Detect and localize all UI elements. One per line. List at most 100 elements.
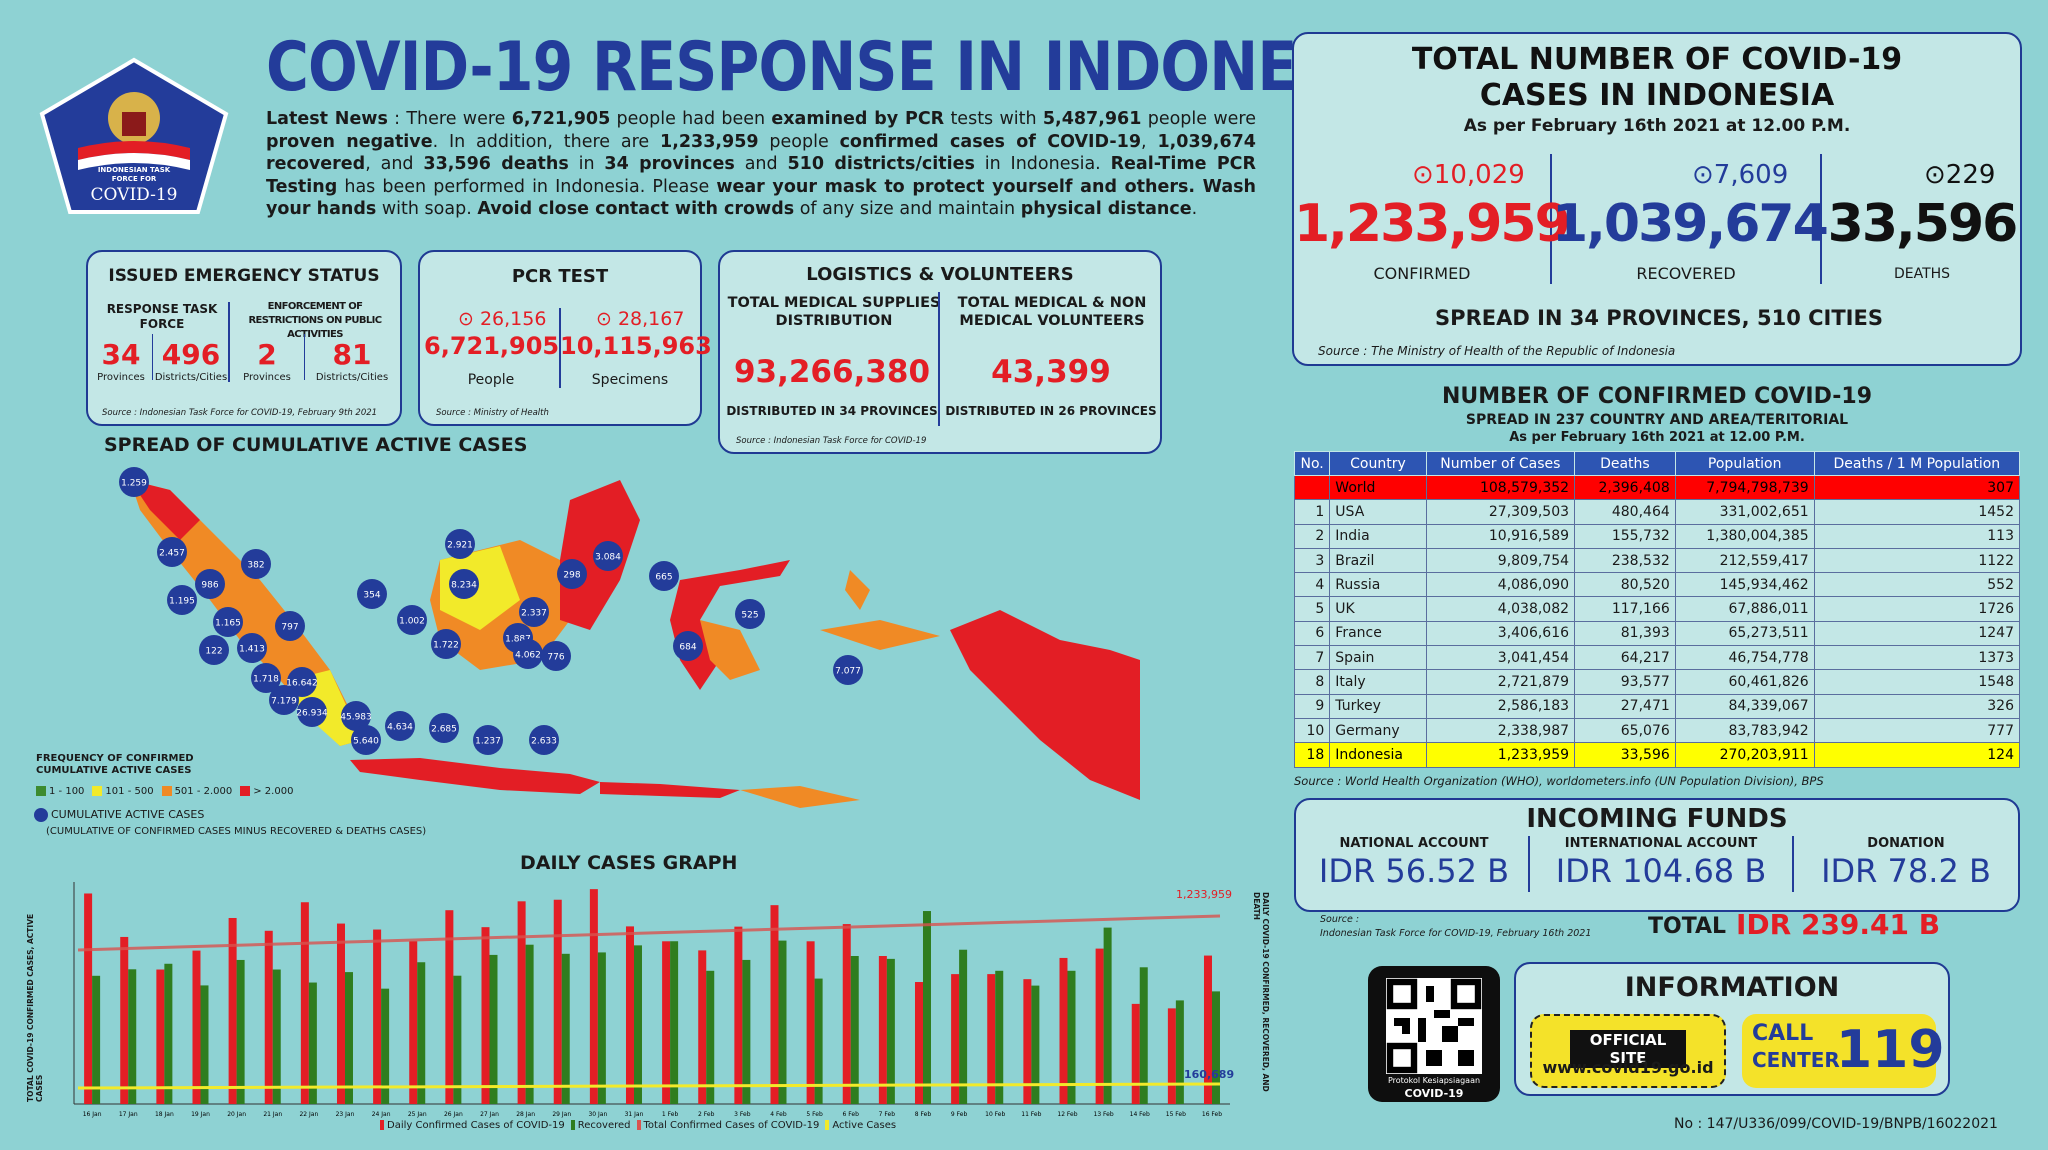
total-title-line2: CASES IN INDONESIA	[1479, 78, 1835, 113]
center-label: CENTER	[1752, 1048, 1840, 1072]
confirmed-bar	[481, 927, 490, 1104]
table-cell: Russia	[1329, 572, 1427, 598]
confirmed-bar	[698, 950, 707, 1104]
emergency-source: Source : Indonesian Task Force for COVID…	[102, 408, 378, 418]
medical-supplies-note: DISTRIBUTED IN 34 PROVINCES	[726, 404, 938, 418]
map-bubble	[519, 597, 549, 627]
x-tick-label: 27 Jan	[480, 1111, 499, 1118]
graph-title: DAILY CASES GRAPH	[520, 852, 738, 874]
table-cell: 777	[1813, 717, 2021, 744]
confirmed-bar	[373, 929, 382, 1104]
map-bubble	[385, 711, 415, 741]
recovered-bar	[236, 959, 245, 1104]
table-cell: 307	[1813, 474, 2021, 501]
x-tick-label: 26 Jan	[444, 1111, 463, 1118]
map-bubble-value: 1.259	[121, 479, 147, 489]
confirmed-bar	[228, 917, 237, 1104]
medical-supplies-value: 93,266,380	[733, 354, 931, 390]
table-cell: 113	[1813, 523, 2021, 549]
bubble-legend-label: CUMULATIVE ACTIVE CASES	[51, 808, 205, 821]
region-southeast-sulawesi	[700, 620, 760, 680]
restrictions-districts-value: 81	[332, 338, 372, 371]
table-row: 18 Indonesia 1,233,959 33,596 270,203,911 124	[1293, 742, 2021, 768]
news-segment: people had been	[610, 109, 772, 129]
news-segment: 1,039,674 recovered	[266, 131, 1256, 175]
x-tick-label: 5 Feb	[806, 1111, 823, 1118]
world-subtitle: SPREAD IN 237 COUNTRY AND AREA/TERITORIA…	[1465, 412, 1849, 428]
graph-legend-label: Recovered	[577, 1120, 631, 1131]
map-bubble-value: 1.195	[169, 597, 195, 607]
map-bubble	[341, 701, 371, 731]
table-cell: 27,309,503	[1425, 499, 1576, 525]
table-row: World 108,579,352 2,396,408 7,794,798,739 30…	[1293, 474, 2021, 501]
recovered-bar	[633, 945, 642, 1104]
qr-code-card[interactable]: Protokol Kesiapsiagaan COVID-19	[1368, 966, 1500, 1102]
table-row: 7 Spain 3,041,454 64,217 46,754,778 1373	[1293, 645, 2021, 671]
news-segment: 33,596 deaths	[423, 154, 569, 174]
table-cell: 93,577	[1574, 669, 1676, 695]
increase-arrow-icon: ⊙	[1412, 160, 1434, 190]
increase-arrow-icon: ⊙	[1924, 160, 1946, 190]
table-cell: 1548	[1813, 669, 2021, 695]
increase-arrow-icon: ⊙	[1692, 160, 1714, 190]
legend-swatch	[825, 1120, 830, 1130]
table-cell: 2,338,987	[1425, 717, 1576, 744]
funds-source: Indonesian Task Force for COVID-19, Febr…	[1320, 928, 1592, 939]
map-bubble	[449, 569, 479, 599]
map-legend-label: 101 - 500	[105, 786, 154, 797]
confirmed-bar	[336, 923, 345, 1104]
world-asof: As per February 16th 2021 at 12.00 P.M.	[1509, 430, 1805, 445]
map-bubble	[649, 561, 679, 591]
map-bubble	[593, 541, 623, 571]
graph-legend-item: Total Confirmed Cases of COVID-19	[636, 1120, 819, 1131]
funds-total-label: TOTAL	[1648, 914, 1727, 939]
x-tick-label: 18 Jan	[155, 1111, 174, 1118]
legend-swatch	[92, 786, 103, 796]
confirmed-bar	[84, 893, 93, 1104]
table-cell: 2,586,183	[1425, 693, 1576, 719]
map-bubble	[397, 605, 427, 635]
total-confirmed-end-label: 1,233,959	[1176, 888, 1232, 901]
table-row: 9 Turkey 2,586,183 27,471 84,339,067 326	[1293, 693, 2021, 719]
donation-value: IDR 78.2 B	[1821, 852, 1991, 890]
graph-legend-item: Active Cases	[825, 1120, 896, 1131]
call-center-link[interactable]: CALL CENTER 119	[1742, 1014, 1945, 1088]
table-cell: 2,721,879	[1425, 669, 1576, 695]
restrictions-districts-label: Districts/Cities	[315, 372, 389, 383]
map-bubble	[473, 725, 503, 755]
news-segment: people	[758, 131, 840, 152]
news-segment: and	[734, 154, 788, 174]
confirmed-bar	[987, 974, 996, 1104]
recovered-bar	[670, 941, 679, 1104]
official-site-url: www.covid19.go.id	[1542, 1058, 1714, 1077]
deaths-increase: ⊙229	[1924, 160, 1995, 190]
news-segment: 6,721,905	[511, 109, 611, 129]
column-header: Deaths / 1 M Population	[1813, 451, 2021, 476]
x-tick-label: 2 Feb	[698, 1111, 715, 1118]
graph-legend-label: Active Cases	[832, 1120, 897, 1131]
international-account-label: INTERNATIONAL ACCOUNT	[1564, 836, 1758, 851]
bubble-legend-note: (CUMULATIVE OF CONFIRMED CASES MINUS REC…	[46, 826, 427, 837]
table-cell: 46,754,778	[1674, 645, 1815, 671]
map-bubble	[297, 697, 327, 727]
x-tick-label: 6 Feb	[843, 1111, 860, 1118]
table-cell: 67,886,011	[1674, 596, 1815, 622]
table-cell: 1373	[1813, 645, 2021, 671]
recovered-bar	[995, 970, 1004, 1104]
map-bubble-value: 16.642	[286, 679, 318, 689]
recovered-bar	[1211, 991, 1220, 1104]
divider	[938, 292, 940, 426]
news-segment: Latest News	[266, 109, 388, 129]
news-segment: 1,233,959	[660, 131, 759, 152]
divider	[228, 302, 230, 382]
table-cell: 1122	[1813, 547, 2021, 574]
table-cell: 65,076	[1574, 717, 1676, 744]
official-site-link[interactable]: OFFICIAL SITE www.covid19.go.id	[1530, 1014, 1726, 1088]
map-legend-title-line1: FREQUENCY OF CONFIRMED	[36, 753, 194, 764]
map-bubble	[199, 635, 229, 665]
table-cell: 1,380,004,385	[1674, 523, 1815, 549]
table-cell: 4,086,090	[1425, 572, 1576, 598]
region-maluku	[820, 620, 940, 650]
recovered-bar	[742, 959, 751, 1104]
map-bubble-value: 4.634	[387, 723, 413, 733]
